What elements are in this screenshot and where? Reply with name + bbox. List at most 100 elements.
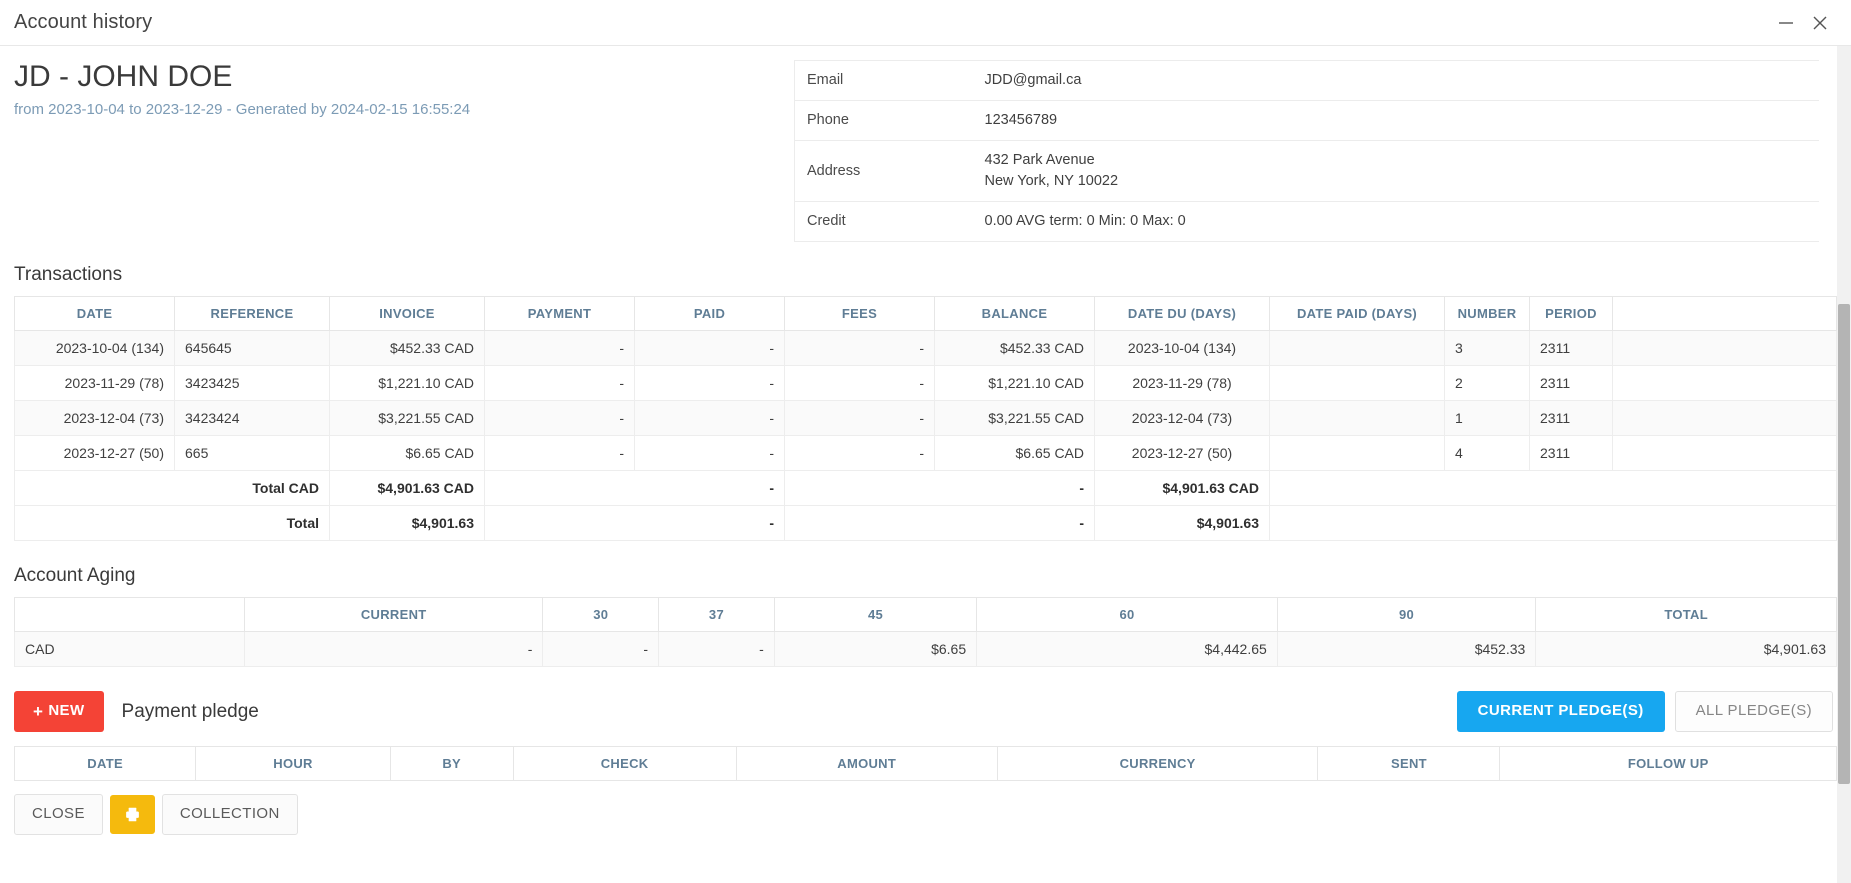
cell-date-du: 2023-10-04 (134) <box>1094 330 1270 367</box>
cell-date-paid <box>1269 435 1445 472</box>
th-aging-45[interactable]: 45 <box>773 597 978 633</box>
th-aging-current[interactable]: CURRENT <box>243 597 544 633</box>
print-button[interactable] <box>109 794 155 834</box>
window-title: Account history <box>14 11 153 33</box>
current-pledges-button[interactable]: CURRENT PLEDGE(S) <box>1456 691 1665 732</box>
cell-period: 2311 <box>1529 435 1613 472</box>
all-pledges-button[interactable]: ALL PLEDGE(S) <box>1674 691 1833 732</box>
cell-aging-total: $4,901.63 <box>1535 631 1837 668</box>
th-date-du[interactable]: DATE DU (DAYS) <box>1094 296 1270 332</box>
cell-number: 4 <box>1444 435 1530 472</box>
th-pledge-currency[interactable]: CURRENCY <box>996 746 1319 782</box>
header-section: JD - JOHN DOE from 2023-10-04 to 2023-12… <box>14 46 1837 243</box>
cell-number: 2 <box>1444 365 1530 402</box>
table-row: Address 432 Park Avenue New York, NY 100… <box>794 140 1819 203</box>
payment-pledge-heading: Payment pledge <box>121 700 259 722</box>
report-range-subtitle: from 2023-10-04 to 2023-12-29 - Generate… <box>14 100 471 118</box>
table-row[interactable]: 2023-12-04 (73) 3423424 $3,221.55 CAD - … <box>14 400 1837 437</box>
total-label: Total <box>14 505 330 542</box>
close-button[interactable]: CLOSE <box>14 794 103 835</box>
table-header-row: DATE HOUR BY CHECK AMOUNT CURRENCY SENT … <box>13 746 1837 782</box>
cell-period: 2311 <box>1529 365 1613 402</box>
th-aging-37[interactable]: 37 <box>658 597 775 633</box>
cell-date: 2023-10-04 (134) <box>14 330 175 367</box>
cell-payment: - <box>484 330 635 367</box>
minimize-icon[interactable] <box>1769 6 1803 40</box>
th-aging-30[interactable]: 30 <box>542 597 660 633</box>
collection-button[interactable]: COLLECTION <box>161 794 298 835</box>
th-payment[interactable]: PAYMENT <box>484 296 635 332</box>
cell-date-du: 2023-12-04 (73) <box>1094 400 1270 437</box>
info-label-address: Address <box>794 140 985 203</box>
printer-icon <box>124 806 141 823</box>
cell-aging-45: $6.65 <box>773 631 978 668</box>
th-pledge-by[interactable]: BY <box>389 746 514 782</box>
th-aging-total[interactable]: TOTAL <box>1535 597 1837 633</box>
total-payment: - <box>484 505 785 542</box>
vertical-scrollbar[interactable] <box>1837 46 1851 883</box>
cell-fees: - <box>784 330 935 367</box>
cell-period: 2311 <box>1529 330 1613 367</box>
cell-invoice: $3,221.55 CAD <box>329 400 485 437</box>
cell-date-paid <box>1269 365 1445 402</box>
total-row-all: Total $4,901.63 - - $4,901.63 <box>14 505 1837 542</box>
total-fees: - <box>784 470 1095 507</box>
th-fees[interactable]: FEES <box>784 296 935 332</box>
th-balance[interactable]: BALANCE <box>934 296 1095 332</box>
cell-balance: $1,221.10 CAD <box>934 365 1095 402</box>
cell-reference: 3423424 <box>174 400 330 437</box>
table-header-row: DATE REFERENCE INVOICE PAYMENT PAID FEES… <box>14 296 1837 332</box>
cell-fees: - <box>784 365 935 402</box>
th-pledge-follow-up[interactable]: FOLLOW UP <box>1499 746 1837 782</box>
total-tail <box>1269 470 1837 507</box>
th-date[interactable]: DATE <box>14 296 175 332</box>
th-pledge-date[interactable]: DATE <box>13 746 197 782</box>
info-label-credit: Credit <box>794 201 985 243</box>
th-number[interactable]: NUMBER <box>1444 296 1530 332</box>
table-row[interactable]: 2023-10-04 (134) 645645 $452.33 CAD - - … <box>14 330 1837 367</box>
cell-date-paid <box>1269 330 1445 367</box>
th-aging-60[interactable]: 60 <box>976 597 1278 633</box>
th-pledge-check[interactable]: CHECK <box>512 746 737 782</box>
table-row: CAD - - - $6.65 $4,442.65 $452.33 $4,901… <box>14 631 1837 668</box>
th-date-paid[interactable]: DATE PAID (DAYS) <box>1269 296 1445 332</box>
table-row[interactable]: 2023-11-29 (78) 3423425 $1,221.10 CAD - … <box>14 365 1837 402</box>
total-invoice: $4,901.63 <box>329 505 485 542</box>
cell-tail <box>1612 435 1837 472</box>
table-row[interactable]: 2023-12-27 (50) 665 $6.65 CAD - - - $6.6… <box>14 435 1837 472</box>
th-paid[interactable]: PAID <box>634 296 785 332</box>
cell-payment: - <box>484 435 635 472</box>
th-invoice[interactable]: INVOICE <box>329 296 485 332</box>
new-pledge-button[interactable]: + NEW <box>14 691 104 733</box>
th-aging-90[interactable]: 90 <box>1276 597 1537 633</box>
th-pledge-sent[interactable]: SENT <box>1317 746 1501 782</box>
cell-reference: 665 <box>174 435 330 472</box>
payment-pledge-table: DATE HOUR BY CHECK AMOUNT CURRENCY SENT … <box>13 746 1837 782</box>
cell-period: 2311 <box>1529 400 1613 437</box>
scrollbar-down-arrow-icon[interactable] <box>1837 869 1851 883</box>
cell-fees: - <box>784 400 935 437</box>
total-payment: - <box>484 470 785 507</box>
scrollbar-thumb[interactable] <box>1838 304 1850 784</box>
th-period[interactable]: PERIOD <box>1529 296 1613 332</box>
cell-reference: 3423425 <box>174 365 330 402</box>
account-aging-heading: Account Aging <box>14 565 136 587</box>
total-balance: $4,901.63 CAD <box>1094 470 1270 507</box>
cell-aging-30: - <box>542 631 660 668</box>
total-tail <box>1269 505 1837 542</box>
cell-aging-currency: CAD <box>14 631 245 668</box>
th-tail <box>1612 296 1837 332</box>
cell-tail <box>1612 365 1837 402</box>
cell-aging-90: $452.33 <box>1276 631 1537 668</box>
account-aging-table: CURRENT 30 37 45 60 90 TOTAL CAD - - - $… <box>14 597 1837 668</box>
cell-date: 2023-12-27 (50) <box>14 435 175 472</box>
new-pledge-label: NEW <box>48 702 85 720</box>
close-icon[interactable] <box>1803 6 1837 40</box>
th-reference[interactable]: REFERENCE <box>174 296 330 332</box>
cell-tail <box>1612 330 1837 367</box>
cell-paid: - <box>634 330 785 367</box>
total-label: Total CAD <box>14 470 330 507</box>
scrollbar-up-arrow-icon[interactable] <box>1837 46 1851 60</box>
th-pledge-amount[interactable]: AMOUNT <box>735 746 998 782</box>
th-pledge-hour[interactable]: HOUR <box>195 746 391 782</box>
